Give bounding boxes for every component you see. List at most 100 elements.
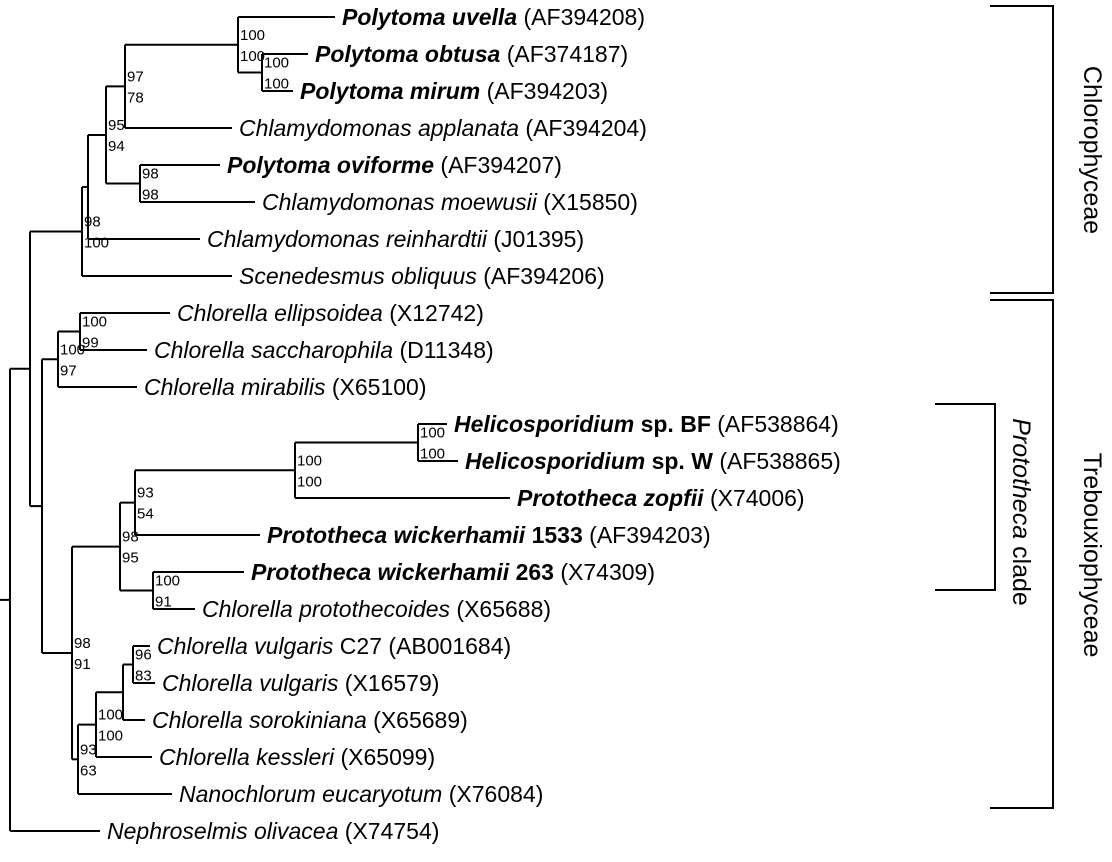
taxon-label: Chlorella protothecoides (X65688) xyxy=(202,596,551,622)
taxon-name: Helicosporidium xyxy=(465,448,645,474)
taxon-label: Chlorella mirabilis (X65100) xyxy=(144,374,427,400)
support-value-top: 100 xyxy=(82,314,107,331)
taxon-label: Polytoma oviforme (AF394207) xyxy=(227,152,562,178)
taxon-name: Helicosporidium xyxy=(454,411,634,437)
taxon-accession: (AF394203) xyxy=(480,78,608,104)
support-value-bottom: 95 xyxy=(122,550,139,567)
support-value-top: 98 xyxy=(122,529,139,546)
taxon-name: Chlamydomonas reinhardtii xyxy=(207,226,488,252)
support-value-top: 100 xyxy=(240,27,265,44)
support-value-top: 100 xyxy=(98,707,123,724)
taxon-name: Prototheca zopfii xyxy=(517,485,704,511)
taxon-label: Nephroselmis olivacea (X74754) xyxy=(107,818,439,844)
taxon-label: Chlorella vulgaris C27 (AB001684) xyxy=(157,633,511,659)
taxon-name: Chlorella saccharophila xyxy=(154,337,393,363)
support-value-bottom: 100 xyxy=(297,473,322,490)
support-value-bottom: 100 xyxy=(98,728,123,745)
prototheca-clade-label-rest: clade xyxy=(1007,539,1035,606)
prototheca-clade-label: Prototheca clade xyxy=(1007,418,1035,606)
trebouxiophyceae-label: Trebouxiophyceae xyxy=(1078,453,1106,658)
clade-brackets xyxy=(935,5,1054,809)
taxon-name: Chlorella sorokiniana xyxy=(152,707,367,733)
taxon-accession: (X65100) xyxy=(326,374,427,400)
support-value-bottom: 63 xyxy=(80,762,97,779)
taxon-accession: (X12742) xyxy=(383,300,484,326)
support-value-top: 100 xyxy=(297,452,322,469)
support-value-bottom: 100 xyxy=(240,48,265,65)
support-value-top: 93 xyxy=(137,485,154,502)
support-value-top: 96 xyxy=(135,647,152,664)
support-value-bottom: 98 xyxy=(142,187,159,204)
taxon-name: Chlorella ellipsoidea xyxy=(177,300,383,326)
taxon-label: Chlamydomonas moewusii (X15850) xyxy=(262,189,638,215)
taxon-name: Prototheca wickerhamii xyxy=(267,522,526,548)
support-value-top: 95 xyxy=(108,117,125,134)
taxon-label: Nanochlorum eucaryotum (X76084) xyxy=(179,781,543,807)
support-value-bottom: 78 xyxy=(127,89,144,106)
taxon-label: Chlorella saccharophila (D11348) xyxy=(154,337,494,363)
taxon-accession: (X74006) xyxy=(704,485,805,511)
taxon-name: Nanochlorum eucaryotum xyxy=(179,781,442,807)
taxon-name: Chlamydomonas moewusii xyxy=(262,189,538,215)
taxon-label: Chlorella sorokiniana (X65689) xyxy=(152,707,468,733)
taxon-accession: (AF394208) xyxy=(517,4,645,30)
taxon-name: Chlorella mirabilis xyxy=(144,374,326,400)
taxon-label: Chlamydomonas applanata (AF394204) xyxy=(239,115,647,141)
tree-branches xyxy=(0,16,510,832)
support-value-top: 98 xyxy=(142,166,159,183)
taxon-accession: (X74754) xyxy=(338,818,439,844)
support-value-top: 97 xyxy=(127,68,144,85)
taxon-name: Polytoma oviforme xyxy=(227,152,434,178)
taxon-accession: (X65689) xyxy=(367,707,468,733)
chlorophyceae-bracket xyxy=(990,5,1054,294)
taxon-accession: (D11348) xyxy=(393,337,494,363)
prototheca-clade-label-genus: Prototheca xyxy=(1007,418,1035,539)
taxon-accession: (J01395) xyxy=(487,226,584,252)
support-value-top: 93 xyxy=(80,741,97,758)
taxon-name: Polytoma obtusa xyxy=(315,41,501,67)
support-value-bottom: 94 xyxy=(108,138,125,155)
chlorophyceae-label: Chlorophyceae xyxy=(1078,66,1106,234)
support-value-bottom: 100 xyxy=(84,234,109,251)
taxon-name: Nephroselmis olivacea xyxy=(107,818,338,844)
taxon-suffix: 263 xyxy=(509,559,554,585)
taxon-label: Polytoma uvella (AF394208) xyxy=(342,4,645,30)
taxon-label: Chlorella ellipsoidea (X12742) xyxy=(177,300,484,326)
taxon-label: Scenedesmus obliquus (AF394206) xyxy=(239,263,605,289)
taxon-name: Chlorella kessleri xyxy=(159,744,335,770)
taxon-accession: (X65099) xyxy=(334,744,435,770)
taxon-name: Chlorella vulgaris xyxy=(162,670,339,696)
taxon-label: Prototheca wickerhamii 263 (X74309) xyxy=(251,559,655,585)
taxon-accession: (AF394207) xyxy=(434,152,562,178)
taxon-labels: Polytoma uvella (AF394208) Polytoma obtus… xyxy=(107,4,841,844)
taxon-accession: (AF394206) xyxy=(477,263,605,289)
taxon-suffix: sp. BF xyxy=(634,411,711,437)
taxon-name: Polytoma uvella xyxy=(342,4,517,30)
taxon-accession: (X16579) xyxy=(338,670,439,696)
taxon-accession: (AF394204) xyxy=(519,115,647,141)
taxon-label: Prototheca wickerhamii 1533 (AF394203) xyxy=(267,522,711,548)
support-value-top: 98 xyxy=(84,213,101,230)
taxon-name: Polytoma mirum xyxy=(300,78,480,104)
taxon-accession: (X65688) xyxy=(450,596,551,622)
support-value-bottom: 100 xyxy=(264,76,289,93)
support-value-bottom: 83 xyxy=(135,668,152,685)
taxon-suffix: 1533 xyxy=(525,522,583,548)
taxon-accession: (AF374187) xyxy=(500,41,628,67)
taxon-accession: (X76084) xyxy=(442,781,543,807)
taxon-accession: (AF538864) xyxy=(711,411,839,437)
support-value-bottom: 54 xyxy=(137,506,154,523)
taxon-accession: (AB001684) xyxy=(382,633,511,659)
support-values: 1001001001009778989895949810010099100971… xyxy=(60,27,445,780)
taxon-name: Prototheca wickerhamii xyxy=(251,559,510,585)
support-value-bottom: 100 xyxy=(420,446,445,463)
taxon-suffix: C27 xyxy=(333,633,382,659)
support-value-bottom: 91 xyxy=(155,594,172,611)
taxon-name: Chlorella protothecoides xyxy=(202,596,451,622)
taxon-accession: (AF538865) xyxy=(713,448,841,474)
support-value-top: 100 xyxy=(264,55,289,72)
taxon-label: Chlamydomonas reinhardtii (J01395) xyxy=(207,226,584,252)
taxon-label: Chlorella vulgaris (X16579) xyxy=(162,670,439,696)
taxon-name: Chlorella vulgaris xyxy=(157,633,334,659)
